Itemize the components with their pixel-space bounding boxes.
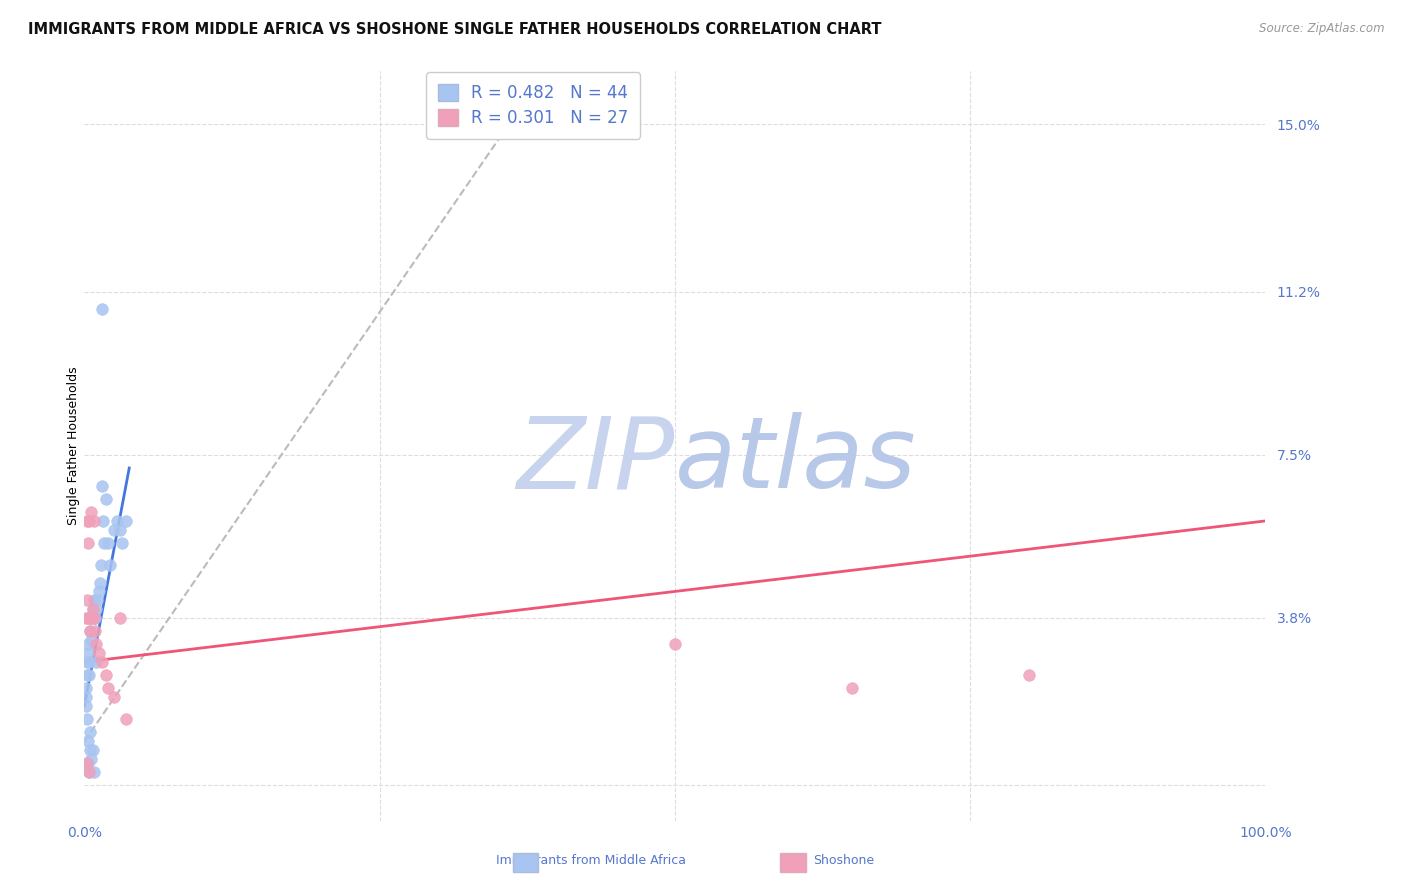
Point bbox=[87, 584, 110, 599]
Point bbox=[91, 655, 114, 669]
Point bbox=[91, 514, 114, 528]
Point bbox=[84, 602, 107, 616]
Point bbox=[94, 491, 117, 506]
Y-axis label: Single Father Households: Single Father Households bbox=[66, 367, 80, 525]
Point bbox=[83, 514, 105, 528]
Point bbox=[76, 712, 98, 726]
Text: Source: ZipAtlas.com: Source: ZipAtlas.com bbox=[1260, 22, 1385, 36]
Point bbox=[87, 646, 110, 660]
Point bbox=[841, 681, 863, 696]
Point bbox=[76, 655, 98, 669]
Point bbox=[89, 575, 111, 590]
Point bbox=[97, 536, 120, 550]
Point bbox=[83, 765, 105, 780]
Point bbox=[108, 611, 131, 625]
Point bbox=[94, 668, 117, 682]
Point bbox=[84, 637, 107, 651]
Text: Immigrants from Middle Africa: Immigrants from Middle Africa bbox=[495, 855, 686, 867]
Point bbox=[77, 765, 100, 780]
Text: IMMIGRANTS FROM MIDDLE AFRICA VS SHOSHONE SINGLE FATHER HOUSEHOLDS CORRELATION C: IMMIGRANTS FROM MIDDLE AFRICA VS SHOSHON… bbox=[28, 22, 882, 37]
Point bbox=[77, 646, 100, 660]
Point bbox=[103, 690, 125, 705]
Point bbox=[77, 611, 100, 625]
Text: Shoshone: Shoshone bbox=[813, 855, 875, 867]
Point bbox=[77, 637, 100, 651]
Point bbox=[91, 302, 114, 317]
Point bbox=[84, 655, 107, 669]
Point bbox=[76, 756, 98, 771]
Point bbox=[86, 593, 108, 607]
Point bbox=[77, 536, 100, 550]
Point bbox=[80, 632, 103, 647]
Point bbox=[83, 593, 105, 607]
Point bbox=[83, 611, 105, 625]
Point bbox=[75, 699, 97, 714]
Point bbox=[97, 681, 120, 696]
Point bbox=[80, 752, 103, 766]
Point bbox=[98, 558, 121, 572]
Point bbox=[91, 478, 114, 492]
Point bbox=[1018, 668, 1040, 682]
Point bbox=[79, 743, 101, 757]
Point bbox=[82, 602, 104, 616]
Point bbox=[107, 514, 129, 528]
Point bbox=[76, 668, 98, 682]
Point bbox=[76, 756, 98, 771]
Point bbox=[77, 734, 100, 748]
Point bbox=[79, 624, 101, 639]
Point bbox=[108, 523, 131, 537]
Point bbox=[77, 611, 100, 625]
Point bbox=[114, 514, 136, 528]
Point bbox=[77, 668, 100, 682]
Point bbox=[80, 611, 103, 625]
Point bbox=[75, 681, 97, 696]
Point bbox=[83, 611, 105, 625]
Point bbox=[111, 536, 134, 550]
Point bbox=[79, 725, 101, 739]
Point bbox=[77, 655, 100, 669]
Point bbox=[76, 514, 98, 528]
Legend: R = 0.482   N = 44, R = 0.301   N = 27: R = 0.482 N = 44, R = 0.301 N = 27 bbox=[426, 72, 640, 138]
Point bbox=[79, 624, 101, 639]
Point bbox=[76, 593, 98, 607]
Point bbox=[75, 611, 97, 625]
Point bbox=[103, 523, 125, 537]
Point bbox=[664, 637, 686, 651]
Point bbox=[77, 765, 100, 780]
Point bbox=[82, 602, 104, 616]
Point bbox=[84, 611, 107, 625]
Point bbox=[77, 514, 100, 528]
Point bbox=[77, 756, 100, 771]
Point bbox=[82, 743, 104, 757]
Point bbox=[90, 558, 112, 572]
Text: atlas: atlas bbox=[675, 412, 917, 509]
Point bbox=[80, 611, 103, 625]
Text: ZIP: ZIP bbox=[516, 412, 675, 509]
Point bbox=[75, 690, 97, 705]
Point bbox=[80, 505, 103, 519]
Point bbox=[114, 712, 136, 726]
Point bbox=[84, 624, 107, 639]
Point bbox=[93, 536, 115, 550]
